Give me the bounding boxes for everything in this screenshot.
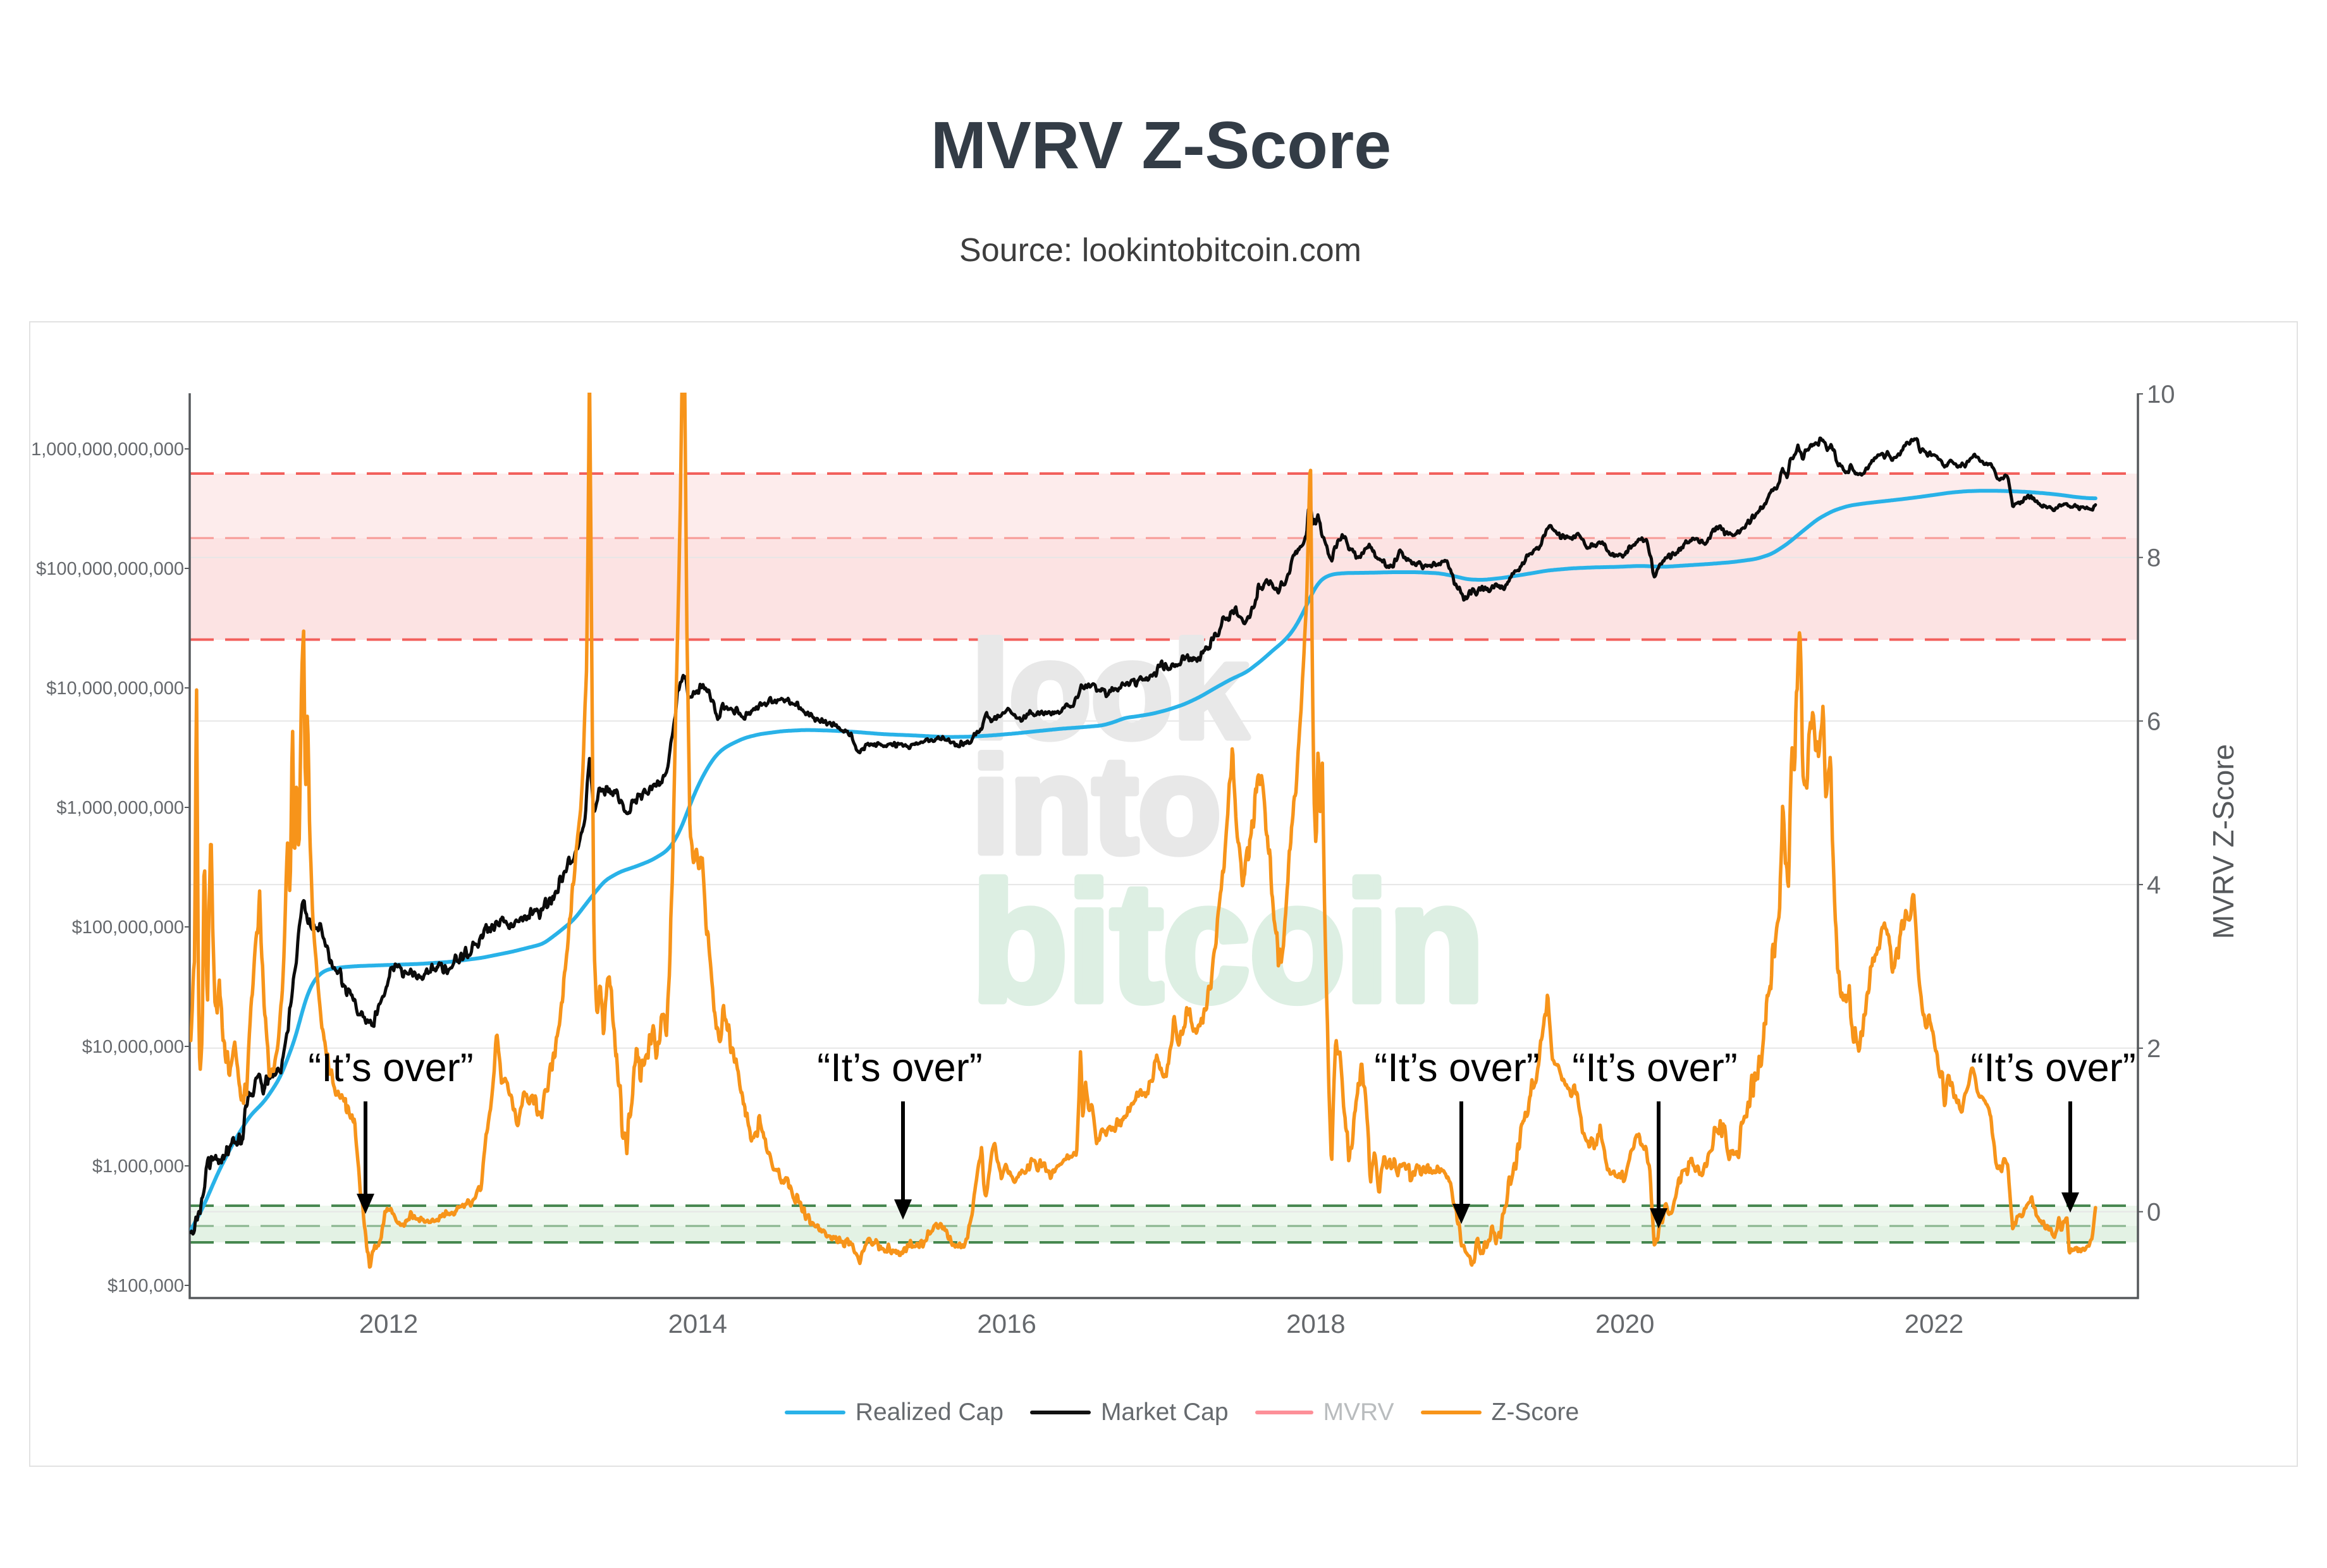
- svg-text:2020: 2020: [1595, 1309, 1654, 1338]
- svg-text:2: 2: [2147, 1035, 2161, 1063]
- svg-text:$100,000,000: $100,000,000: [72, 917, 184, 938]
- svg-text:10: 10: [2147, 381, 2175, 408]
- svg-text:“It’s over”: “It’s over”: [308, 1046, 473, 1090]
- svg-text:2022: 2022: [1905, 1309, 1963, 1338]
- svg-text:$1,000,000: $1,000,000: [92, 1156, 184, 1177]
- svg-text:6: 6: [2147, 707, 2161, 735]
- svg-text:2018: 2018: [1286, 1309, 1345, 1338]
- svg-text:2014: 2014: [668, 1309, 727, 1338]
- svg-text:bitcoin: bitcoin: [972, 848, 1484, 1036]
- svg-text:$10,000,000: $10,000,000: [82, 1037, 184, 1057]
- svg-text:8: 8: [2147, 544, 2161, 572]
- svg-text:2016: 2016: [977, 1309, 1036, 1338]
- svg-text:“It’s over”: “It’s over”: [1374, 1046, 1539, 1090]
- svg-text:“It’s over”: “It’s over”: [817, 1046, 982, 1090]
- svg-text:0: 0: [2147, 1199, 2161, 1227]
- svg-text:$100,000,000,000: $100,000,000,000: [36, 559, 184, 579]
- svg-text:MVRV Z-Score: MVRV Z-Score: [2207, 744, 2240, 939]
- svg-text:$1,000,000,000: $1,000,000,000: [56, 798, 184, 818]
- svg-text:“It’s over”: “It’s over”: [1970, 1046, 2135, 1090]
- svg-text:$100,000: $100,000: [107, 1276, 184, 1296]
- svg-text:“It’s over”: “It’s over”: [1572, 1046, 1737, 1090]
- svg-text:1,000,000,000,000: 1,000,000,000,000: [31, 439, 184, 460]
- svg-text:into: into: [972, 728, 1221, 881]
- svg-text:2012: 2012: [359, 1309, 418, 1338]
- svg-text:4: 4: [2147, 871, 2161, 899]
- svg-text:$10,000,000,000: $10,000,000,000: [46, 678, 184, 699]
